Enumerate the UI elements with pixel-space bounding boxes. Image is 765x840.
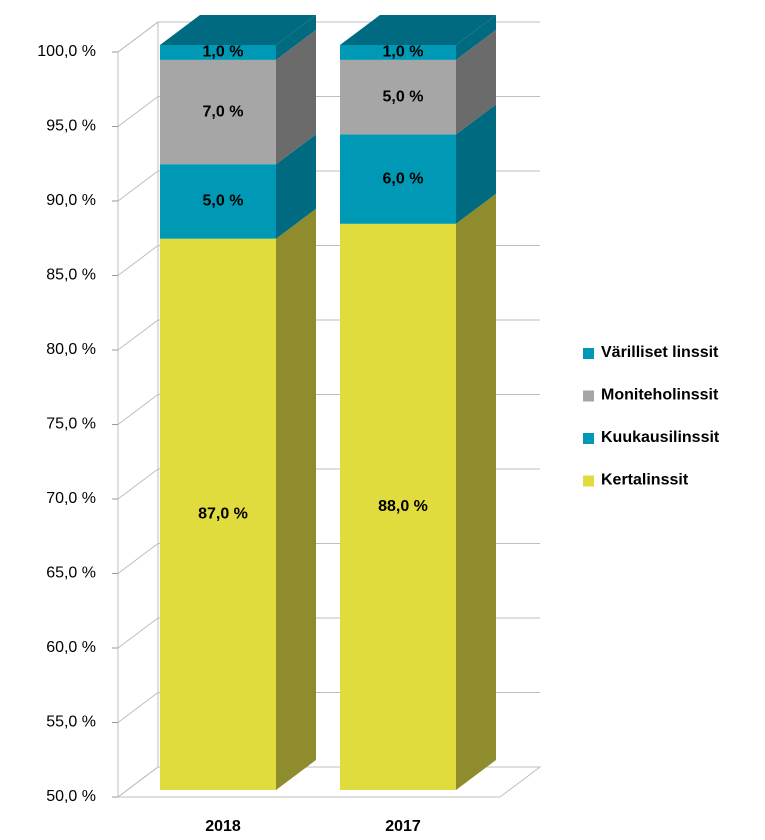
bar-side: [456, 104, 496, 224]
y-tick-label: 65,0 %: [46, 565, 96, 582]
data-label: 6,0 %: [383, 170, 424, 187]
y-tick-label: 50,0 %: [46, 788, 96, 805]
bar-top: [160, 15, 316, 45]
legend-label: Kertalinssit: [601, 472, 689, 489]
data-label: 5,0 %: [383, 88, 424, 105]
legend-label: Moniteholinssit: [601, 387, 719, 404]
bar-segment: [160, 238, 276, 790]
y-tick-label: 55,0 %: [46, 714, 96, 731]
y-tick-label: 90,0 %: [46, 192, 96, 209]
bar-side: [276, 134, 316, 239]
bar-segment: [340, 45, 456, 60]
y-tick-label: 70,0 %: [46, 490, 96, 507]
bar-side: [456, 193, 496, 791]
legend-label: Kuukausilinssit: [601, 429, 720, 446]
bar-segment: [340, 59, 456, 135]
bar-side: [276, 208, 316, 790]
y-tick-label: 95,0 %: [46, 118, 96, 135]
bar-segment: [340, 134, 456, 224]
y-tick-label: 80,0 %: [46, 341, 96, 358]
bar-top: [340, 15, 496, 45]
legend-swatch: [583, 348, 594, 359]
data-label: 1,0 %: [203, 44, 244, 61]
bar-segment: [160, 45, 276, 60]
legend-swatch: [583, 390, 594, 402]
data-label: 1,0 %: [383, 44, 424, 61]
x-tick-label: 2017: [385, 818, 421, 835]
bar-side: [456, 15, 496, 60]
bar-side: [276, 29, 316, 165]
bar-segment: [160, 164, 276, 239]
data-label: 7,0 %: [203, 103, 244, 120]
bar-side: [456, 29, 496, 135]
y-tick-label: 75,0 %: [46, 416, 96, 433]
y-tick-label: 100,0 %: [37, 43, 96, 60]
legend-label: Värilliset linssit: [601, 344, 719, 361]
bar-segment: [340, 223, 456, 791]
y-tick-label: 85,0 %: [46, 267, 96, 284]
bar-segment: [160, 59, 276, 165]
bar-side: [276, 15, 316, 60]
x-tick-label: 2018: [205, 818, 241, 835]
data-label: 5,0 %: [203, 193, 244, 210]
data-label: 87,0 %: [198, 506, 248, 523]
legend-swatch: [583, 475, 594, 487]
y-tick-label: 60,0 %: [46, 639, 96, 656]
data-label: 88,0 %: [378, 498, 428, 515]
legend-swatch: [583, 433, 594, 444]
